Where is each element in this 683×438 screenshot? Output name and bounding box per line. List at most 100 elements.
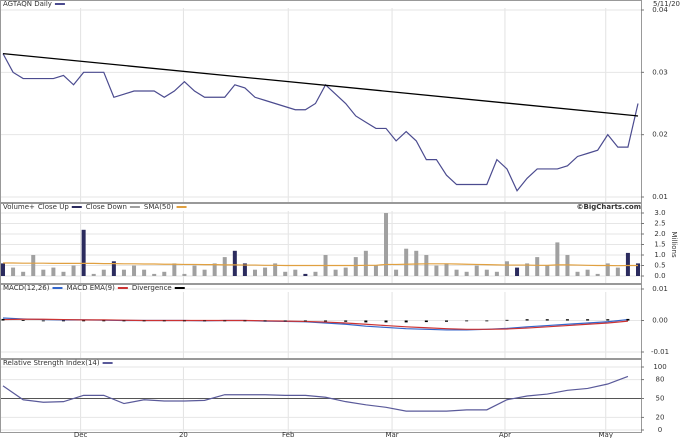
y-tick-label: 3.0 [654,209,665,217]
x-tick-label: Feb [282,431,295,438]
bar [585,269,590,276]
bar [142,320,146,322]
bar [565,319,569,321]
panel-title: Volume+ [3,203,35,211]
bar [243,320,247,322]
bar [303,320,307,322]
bar [303,273,308,276]
bar [102,320,106,322]
bar [434,265,439,276]
bar [606,319,610,321]
bar [525,263,530,276]
bar [172,263,177,276]
legend-label: MACD(12,26) [3,284,50,292]
bar [555,242,560,276]
y-tick-label: 50 [656,395,665,403]
y-tick-label: 0 [658,426,662,434]
legend-label: Close Down [86,203,127,211]
bar [424,255,429,276]
panel-title: AGTAQN Daily [3,0,52,8]
y-tick-label: 0.04 [652,6,668,14]
legend-label: Relative Strength Index(14) [3,359,100,367]
legend-label: MACD EMA(9) [66,284,115,292]
bar [404,248,409,276]
bar [61,271,66,276]
trendline [2,52,639,117]
bar [474,265,479,276]
panel-frame [0,359,642,433]
y-tick-label: 0.01 [652,285,668,293]
bar [162,320,166,322]
bar [122,320,126,322]
bar [615,267,620,276]
bar [242,263,247,276]
y-tick-label: 0.5 [654,262,665,270]
y-tick-label: 80 [656,376,665,384]
panel-frame [0,284,642,359]
bar [192,265,197,276]
bar [595,273,600,276]
y-tick-label: 0.02 [652,131,668,139]
bar [132,265,137,276]
bar [454,269,459,276]
bar [636,263,640,276]
series-line [2,53,639,192]
bar [565,255,570,276]
y-tick-label: 0.01 [652,193,668,201]
bar [404,320,408,323]
bar [504,261,509,276]
bar [91,273,96,276]
panel-frame [0,0,642,203]
bar [232,250,237,276]
series-line [2,318,628,330]
bar [353,257,358,276]
bar [494,271,499,276]
x-tick-label: May [599,431,613,438]
bar [81,229,86,276]
bar [41,269,46,276]
bar [41,320,45,322]
bar [263,320,267,322]
x-tick-label: Dec [74,431,88,438]
panel-frame [0,203,642,284]
x-tick-label: Apr [499,431,511,438]
bar [283,271,288,276]
legend-label: SMA(50) [144,203,174,211]
x-tick-label: 20 [179,431,188,438]
bar [424,320,428,323]
bar [51,267,56,276]
y-tick-label: 0.00 [652,317,668,325]
bar [162,271,167,276]
y-tick-label: 2.5 [654,220,665,228]
bar [586,319,590,321]
bar [21,271,26,276]
bar [364,320,368,323]
bar [31,255,36,276]
bar [344,320,348,322]
bar [465,320,469,322]
bar [343,267,348,276]
bar [373,265,378,276]
y-tick-label: 1.0 [654,251,665,259]
bar [313,271,318,276]
bar [575,271,580,276]
bar [444,320,448,322]
y-tick-label: 0.0 [654,272,665,280]
bar [121,269,126,276]
bar [182,273,187,276]
y-tick-label: 2.0 [654,230,665,238]
bar [545,319,549,321]
bar [545,265,550,276]
bar [414,250,419,276]
bar [252,269,257,276]
y-tick-label: 0.03 [652,68,668,76]
y-tick-label: 100 [653,363,666,371]
bar [283,320,287,322]
y-tick-label: -0.01 [651,348,669,356]
y-tick-label: 1.5 [654,241,665,249]
bar [384,213,389,276]
date-label: 5/11/20 [653,0,680,8]
bar [625,252,630,276]
bar [1,318,5,321]
